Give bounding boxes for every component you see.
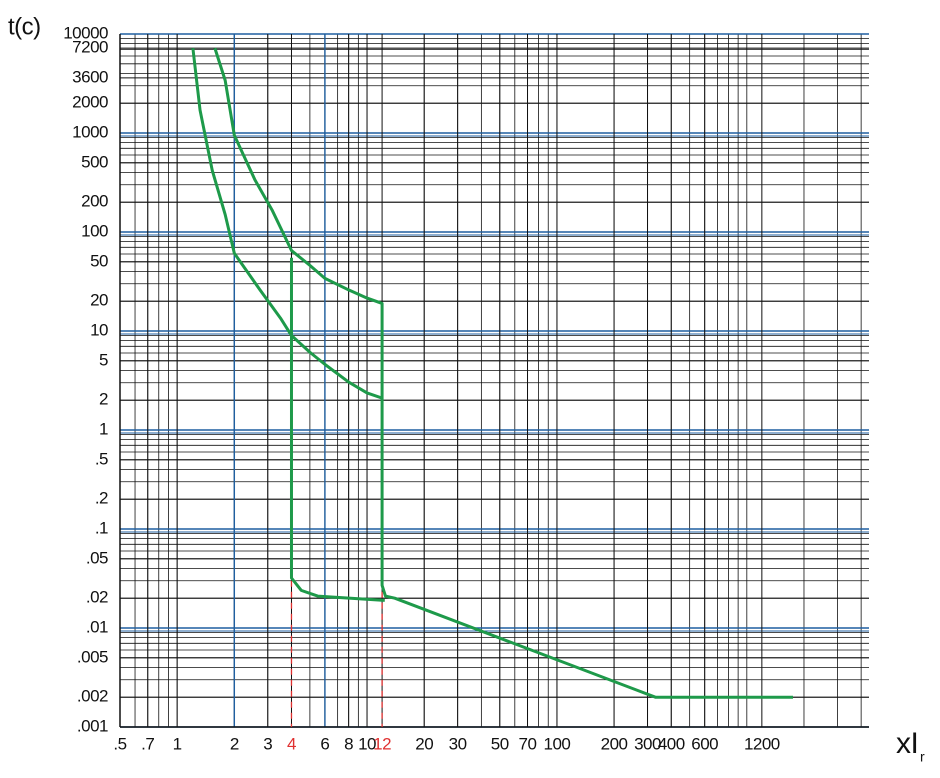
y-tick-label: 1000 bbox=[72, 122, 108, 141]
x-tick-label: 8 bbox=[344, 734, 353, 753]
x-tick-label: .7 bbox=[141, 734, 154, 753]
x-tick-label: 20 bbox=[415, 734, 433, 753]
x-tick-label: 50 bbox=[491, 734, 509, 753]
y-tick-label: .005 bbox=[77, 647, 108, 666]
x-tick-label: 100 bbox=[543, 734, 570, 753]
y-tick-label: 100 bbox=[81, 221, 108, 240]
trip-curve bbox=[191, 47, 383, 400]
x-tick-label: 600 bbox=[691, 734, 718, 753]
y-tick-label: 50 bbox=[90, 251, 108, 270]
x-tick-label: 4 bbox=[287, 734, 296, 753]
y-tick-label: 10000 bbox=[63, 23, 108, 42]
trip-curve bbox=[213, 47, 793, 699]
x-tick-label: 3 bbox=[263, 734, 272, 753]
y-tick-label: 500 bbox=[81, 152, 108, 171]
y-tick-label: .05 bbox=[86, 548, 108, 567]
y-tick-label: 5 bbox=[99, 350, 108, 369]
y-tick-label: .2 bbox=[95, 489, 108, 508]
y-tick-label: .002 bbox=[77, 687, 108, 706]
y-tick-label: .5 bbox=[95, 449, 108, 468]
x-axis-label: xI bbox=[896, 727, 918, 760]
x-tick-label: .5 bbox=[113, 734, 126, 753]
x-tick-label: 30 bbox=[449, 734, 467, 753]
x-tick-label: 70 bbox=[519, 734, 537, 753]
y-tick-label: 20 bbox=[90, 291, 108, 310]
x-tick-label: 300 bbox=[634, 734, 661, 753]
x-tick-label: 1 bbox=[173, 734, 182, 753]
y-tick-label: .1 bbox=[95, 518, 108, 537]
x-tick-label: 10 bbox=[358, 734, 376, 753]
y-tick-label: 3600 bbox=[72, 67, 108, 86]
x-tick-label: 6 bbox=[320, 734, 329, 753]
y-tick-label: 7200 bbox=[72, 38, 108, 57]
x-tick-label: 2 bbox=[230, 734, 239, 753]
y-tick-label: 1 bbox=[99, 419, 108, 438]
y-tick-label: .001 bbox=[77, 716, 108, 735]
trip-curve bbox=[289, 257, 385, 602]
y-axis-label: t(c) bbox=[8, 13, 41, 40]
y-tick-label: .01 bbox=[86, 617, 108, 636]
x-tick-label: 12 bbox=[373, 734, 391, 753]
y-tick-label: 2 bbox=[99, 390, 108, 409]
x-tick-label: 1200 bbox=[744, 734, 780, 753]
y-tick-label: 10 bbox=[90, 320, 108, 339]
y-tick-label: 2000 bbox=[72, 93, 108, 112]
x-tick-label: 400 bbox=[658, 734, 685, 753]
x-tick-label: 200 bbox=[601, 734, 628, 753]
y-tick-label: 200 bbox=[81, 192, 108, 211]
y-tick-label: .02 bbox=[86, 588, 108, 607]
x-axis-label-sub: r bbox=[920, 749, 925, 765]
